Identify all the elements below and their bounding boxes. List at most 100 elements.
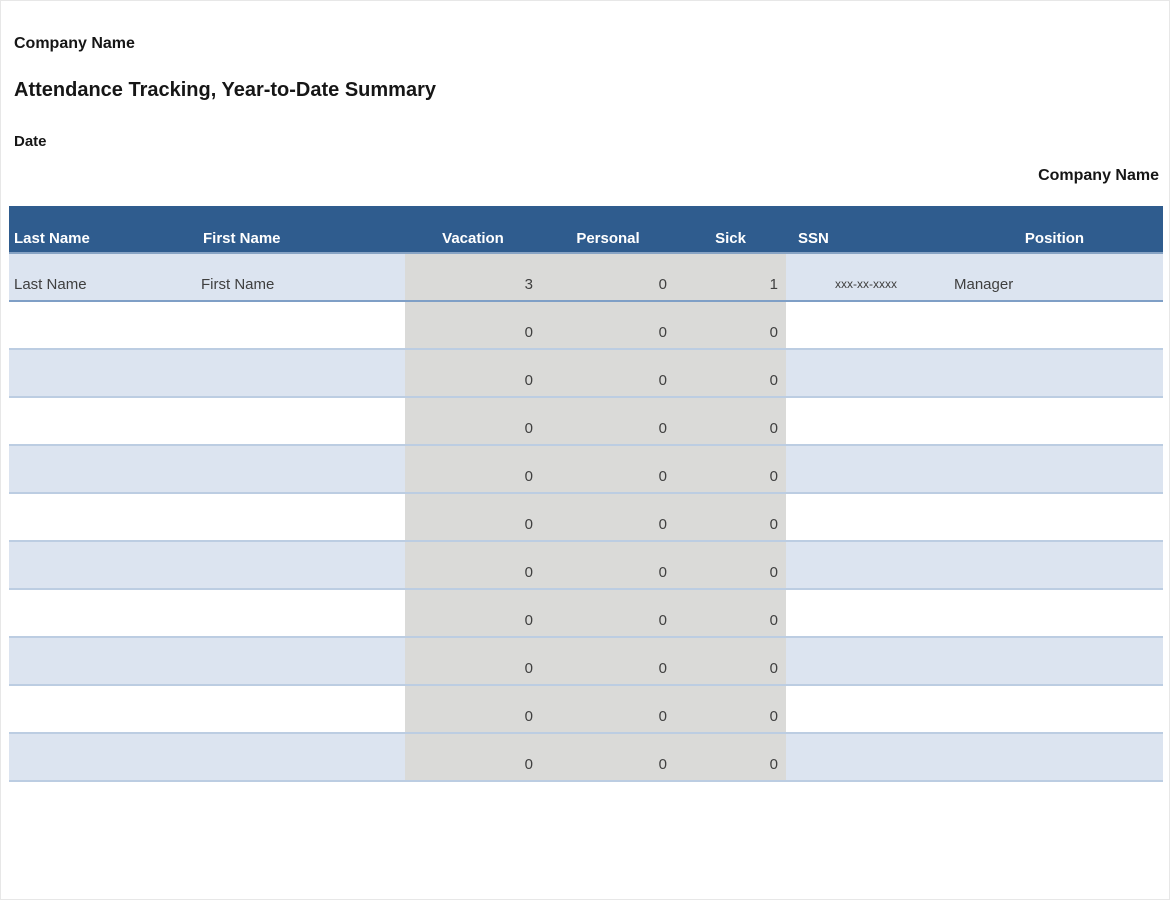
cell-personal[interactable]: 0: [541, 590, 675, 636]
cell-sick[interactable]: 1: [675, 254, 786, 300]
cell-personal[interactable]: 0: [541, 446, 675, 492]
cell-sick[interactable]: 0: [675, 446, 786, 492]
cell-last-name[interactable]: [9, 542, 191, 588]
cell-ssn[interactable]: [786, 638, 946, 684]
cell-ssn[interactable]: [786, 302, 946, 348]
attendance-table: Last Name First Name Vacation Personal S…: [9, 206, 1163, 782]
cell-vacation[interactable]: 0: [405, 494, 541, 540]
cell-last-name[interactable]: [9, 446, 191, 492]
column-header-personal: Personal: [576, 230, 640, 247]
cell-vacation[interactable]: 0: [405, 350, 541, 396]
cell-ssn[interactable]: [786, 350, 946, 396]
cell-last-name[interactable]: [9, 398, 191, 444]
cell-sick[interactable]: 0: [675, 734, 786, 780]
cell-first-name[interactable]: First Name: [201, 276, 275, 293]
cell-last-name[interactable]: [9, 686, 191, 732]
date-label: Date: [14, 133, 47, 150]
cell-last-name[interactable]: [9, 350, 191, 396]
cell-sick[interactable]: 0: [675, 494, 786, 540]
column-header-vacation: Vacation: [442, 230, 504, 247]
column-header-position: Position: [1024, 230, 1085, 247]
company-name-right-label: Company Name: [1038, 167, 1159, 184]
cell-vacation[interactable]: 0: [405, 302, 541, 348]
cell-vacation[interactable]: 0: [405, 686, 541, 732]
cell-first-name[interactable]: [191, 686, 405, 732]
cell-position[interactable]: [946, 494, 1163, 540]
cell-position[interactable]: [946, 590, 1163, 636]
table-row: Last Name First Name 3 0 1 xxx-xx-xxxx Manager: [9, 254, 1163, 302]
cell-personal[interactable]: 0: [541, 494, 675, 540]
cell-ssn[interactable]: xxx-xx-xxxx: [835, 277, 897, 291]
column-header-first-name: First Name: [203, 230, 281, 247]
cell-first-name[interactable]: [191, 446, 405, 492]
cell-sick[interactable]: 0: [675, 638, 786, 684]
cell-sick[interactable]: 0: [675, 590, 786, 636]
cell-position[interactable]: [946, 686, 1163, 732]
cell-sick[interactable]: 0: [675, 302, 786, 348]
company-name-label: Company Name: [14, 35, 135, 52]
cell-personal[interactable]: 0: [541, 542, 675, 588]
cell-ssn[interactable]: [786, 590, 946, 636]
cell-personal[interactable]: 0: [541, 734, 675, 780]
cell-position[interactable]: Manager: [954, 276, 1014, 293]
cell-first-name[interactable]: [191, 398, 405, 444]
cell-position[interactable]: [946, 446, 1163, 492]
cell-vacation[interactable]: 0: [405, 398, 541, 444]
cell-ssn[interactable]: [786, 542, 946, 588]
cell-position[interactable]: [946, 302, 1163, 348]
cell-last-name[interactable]: [9, 734, 191, 780]
cell-first-name[interactable]: [191, 638, 405, 684]
cell-first-name[interactable]: [191, 542, 405, 588]
cell-vacation[interactable]: 3: [405, 254, 541, 300]
cell-position[interactable]: [946, 350, 1163, 396]
page-title: Attendance Tracking, Year-to-Date Summar…: [14, 79, 436, 101]
cell-last-name[interactable]: [9, 638, 191, 684]
cell-position[interactable]: [946, 398, 1163, 444]
cell-first-name[interactable]: [191, 350, 405, 396]
cell-vacation[interactable]: 0: [405, 638, 541, 684]
cell-first-name[interactable]: [191, 734, 405, 780]
cell-vacation[interactable]: 0: [405, 590, 541, 636]
cell-personal[interactable]: 0: [541, 398, 675, 444]
cell-vacation[interactable]: 0: [405, 542, 541, 588]
cell-last-name[interactable]: Last Name: [14, 276, 87, 293]
column-header-sick: Sick: [715, 230, 746, 247]
cell-personal[interactable]: 0: [541, 686, 675, 732]
cell-position[interactable]: [946, 542, 1163, 588]
cell-ssn[interactable]: [786, 686, 946, 732]
cell-vacation[interactable]: 0: [405, 446, 541, 492]
cell-ssn[interactable]: [786, 398, 946, 444]
cell-position[interactable]: [946, 638, 1163, 684]
cell-ssn[interactable]: [786, 494, 946, 540]
cell-ssn[interactable]: [786, 734, 946, 780]
cell-position[interactable]: [946, 734, 1163, 780]
column-header-ssn: SSN: [798, 230, 829, 247]
cell-last-name[interactable]: [9, 590, 191, 636]
cell-personal[interactable]: 0: [541, 638, 675, 684]
cell-last-name[interactable]: [9, 302, 191, 348]
cell-sick[interactable]: 0: [675, 542, 786, 588]
cell-first-name[interactable]: [191, 494, 405, 540]
cell-personal[interactable]: 0: [541, 302, 675, 348]
table-header-row: Last Name First Name Vacation Personal S…: [9, 206, 1163, 254]
cell-sick[interactable]: 0: [675, 350, 786, 396]
cell-sick[interactable]: 0: [675, 398, 786, 444]
cell-ssn[interactable]: [786, 446, 946, 492]
cell-last-name[interactable]: [9, 494, 191, 540]
cell-vacation[interactable]: 0: [405, 734, 541, 780]
cell-personal[interactable]: 0: [541, 254, 675, 300]
cell-sick[interactable]: 0: [675, 686, 786, 732]
column-header-last-name: Last Name: [14, 230, 90, 247]
cell-personal[interactable]: 0: [541, 350, 675, 396]
cell-first-name[interactable]: [191, 302, 405, 348]
cell-first-name[interactable]: [191, 590, 405, 636]
